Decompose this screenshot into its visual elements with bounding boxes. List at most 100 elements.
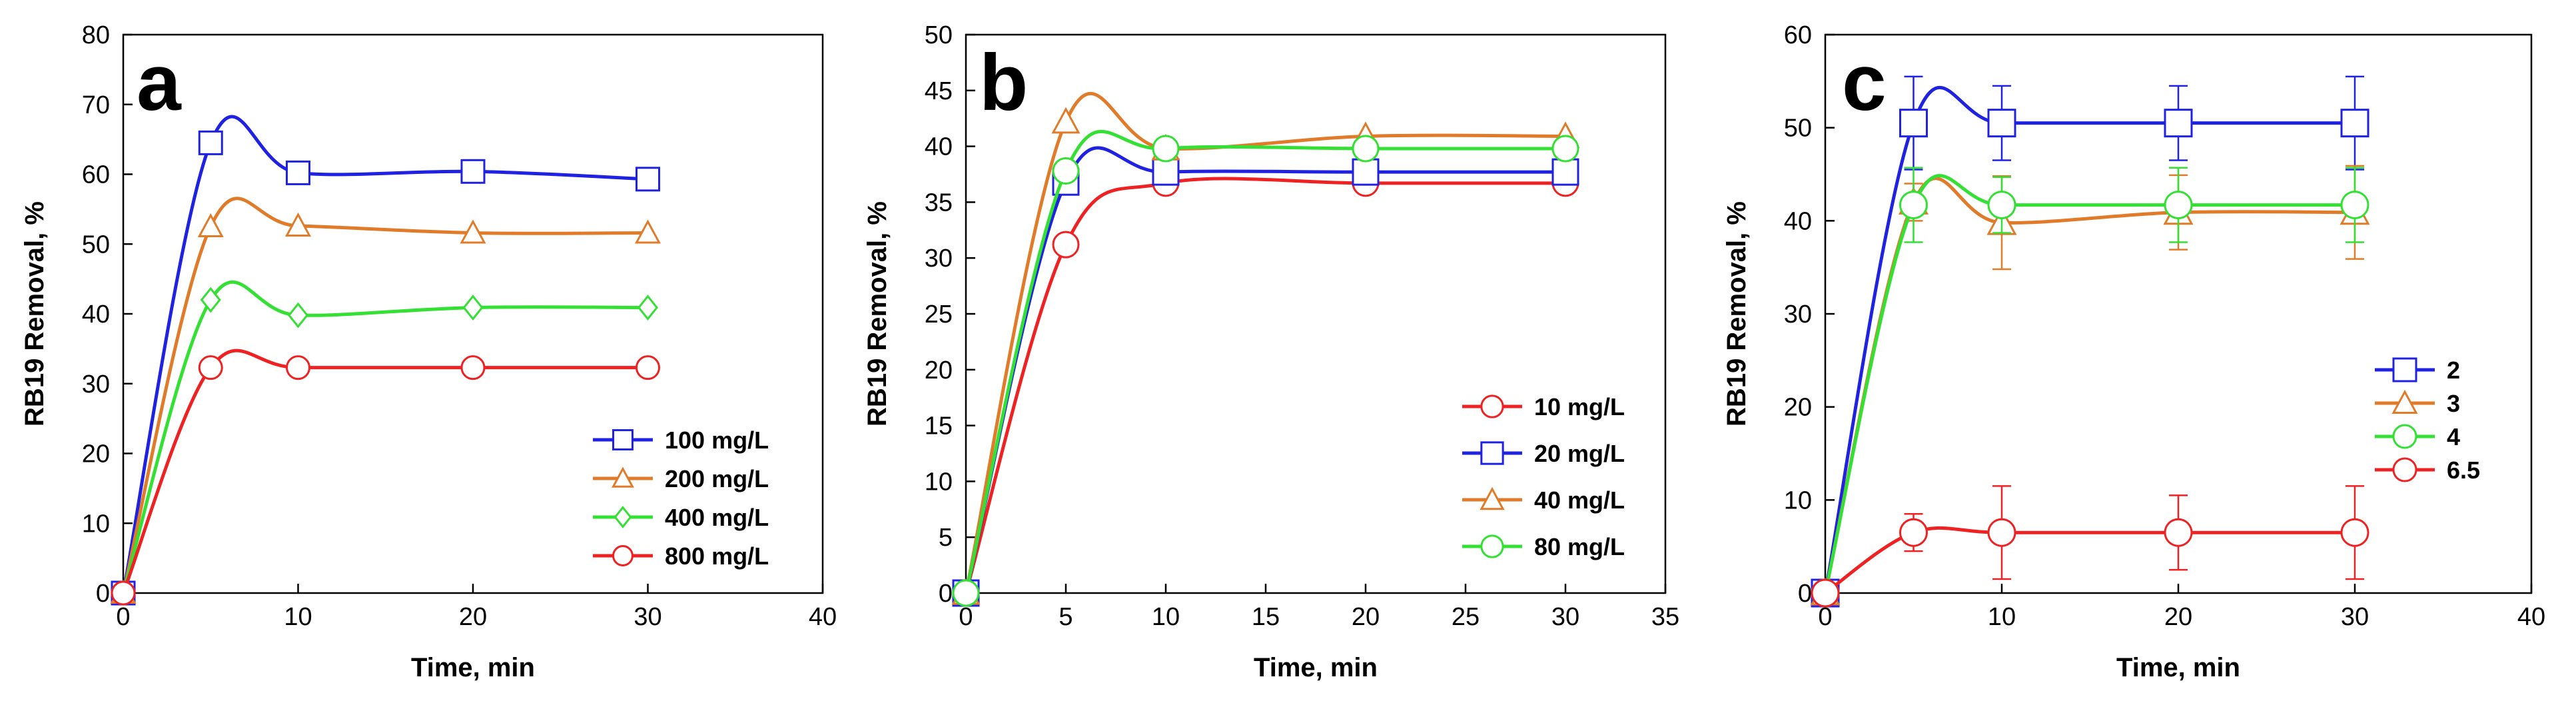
data-point <box>287 302 309 329</box>
data-point <box>1987 518 2016 547</box>
data-point <box>1051 107 1080 134</box>
panel-b: 0 5 10 15 20 25 30 35 40 45 50 0 5 10 15 20 25 30 35 Time, … <box>863 21 1679 682</box>
legend-label: 6.5 <box>2447 456 2480 484</box>
y-tick-label: 0 <box>939 580 953 608</box>
legend-marker <box>2391 389 2418 414</box>
data-point <box>1052 231 1080 259</box>
legend-label: 10 mg/L <box>1534 393 1625 420</box>
y-tick-label: 50 <box>1784 115 1812 143</box>
y-tick-label: 0 <box>1798 580 1812 608</box>
y-tick-label: 40 <box>1784 207 1812 235</box>
legend-marker <box>2392 457 2417 482</box>
y-tick-label: 15 <box>925 412 953 440</box>
legend-marker <box>1480 441 1504 465</box>
data-point <box>1899 518 1928 547</box>
legend-label: 800 mg/L <box>665 542 769 570</box>
series-line <box>121 349 648 594</box>
data-point <box>2340 191 2369 220</box>
y-tick-label: 30 <box>1784 301 1812 329</box>
x-tick-label: 20 <box>2164 603 2192 631</box>
y-tick-label: 30 <box>925 245 953 273</box>
legend-label: 40 mg/L <box>1534 486 1625 514</box>
x-axis-label: Time, min <box>411 653 535 682</box>
x-tick-label: 10 <box>1152 603 1180 631</box>
data-point <box>952 579 980 607</box>
series-line <box>121 280 648 594</box>
x-tick-label: 40 <box>809 603 837 631</box>
data-point <box>1899 191 1928 220</box>
y-tick-label: 35 <box>925 189 953 217</box>
y-axis-label: RB19 Removal, % <box>863 201 892 426</box>
y-tick-label: 5 <box>939 524 953 552</box>
legend-marker <box>2392 357 2417 382</box>
x-tick-label: 30 <box>634 603 661 631</box>
data-point <box>1811 578 1840 608</box>
x-tick-label: 30 <box>1551 603 1579 631</box>
legend-marker <box>1480 394 1504 418</box>
data-point <box>200 287 221 313</box>
legend-marker <box>1480 486 1505 510</box>
data-point <box>2340 518 2369 547</box>
data-point <box>2164 191 2193 220</box>
panel-letter: a <box>137 38 182 127</box>
data-point <box>636 167 660 192</box>
x-tick-label: 0 <box>959 603 973 631</box>
y-tick-label: 60 <box>1784 21 1812 49</box>
data-point <box>636 355 660 380</box>
x-axis-label: Time, min <box>1254 653 1378 682</box>
series-line <box>964 146 1565 594</box>
series-line <box>1823 85 2355 594</box>
series-3 <box>1810 165 2370 606</box>
legend: 100 mg/L 200 mg/L 400 mg/L 800 mg/L <box>593 426 769 570</box>
legend-label: 100 mg/L <box>665 426 769 454</box>
panel-a: 0 10 20 30 40 50 60 70 80 0 10 20 30 40 Time, min RB19 … <box>20 21 837 682</box>
legend-marker <box>612 429 634 450</box>
y-tick-label: 25 <box>925 301 953 329</box>
data-point <box>1052 157 1080 185</box>
data-point <box>1551 158 1579 186</box>
y-tick-label: 50 <box>82 231 110 259</box>
legend-label: 20 mg/L <box>1534 440 1625 467</box>
series-line <box>1823 174 2355 594</box>
data-point <box>1987 109 2016 138</box>
x-tick-label: 5 <box>1059 603 1073 631</box>
x-tick-label: 25 <box>1452 603 1480 631</box>
data-point <box>1899 109 1928 138</box>
legend-marker <box>2392 424 2417 449</box>
legend-marker <box>614 506 632 528</box>
series-2 <box>1811 75 2369 608</box>
series-20 mg/L <box>952 146 1579 607</box>
data-point <box>460 355 486 380</box>
y-tick-label: 0 <box>96 580 110 608</box>
legend-label: 2 <box>2447 356 2460 384</box>
series-6.5 <box>1811 485 2369 608</box>
y-axis-label: RB19 Removal, % <box>1722 201 1751 426</box>
y-tick-label: 40 <box>82 301 110 329</box>
legend: 10 mg/L 20 mg/L 40 mg/L 80 mg/L <box>1462 393 1625 560</box>
x-tick-label: 10 <box>1988 603 2016 631</box>
series-line <box>121 197 648 594</box>
y-tick-label: 10 <box>82 510 110 538</box>
legend: 2 3 4 6.5 <box>2375 356 2480 484</box>
y-tick-label: 20 <box>82 440 110 468</box>
y-tick-label: 50 <box>925 21 953 49</box>
legend-marker <box>612 545 634 566</box>
data-point <box>286 160 310 185</box>
y-tick-label: 10 <box>925 468 953 496</box>
y-tick-label: 30 <box>82 370 110 398</box>
y-tick-label: 40 <box>925 133 953 161</box>
legend-label: 80 mg/L <box>1534 533 1625 560</box>
series-400 mg/L <box>113 280 659 606</box>
data-point <box>2164 518 2193 547</box>
x-tick-label: 15 <box>1252 603 1280 631</box>
x-tick-label: 30 <box>2341 603 2369 631</box>
data-point <box>460 219 486 244</box>
legend-marker <box>1480 534 1504 558</box>
series-80 mg/L <box>952 129 1579 607</box>
legend-label: 400 mg/L <box>665 504 769 531</box>
y-axis-label: RB19 Removal, % <box>20 201 49 426</box>
y-tick-label: 70 <box>82 91 110 119</box>
x-tick-label: 20 <box>459 603 487 631</box>
data-point <box>462 295 484 321</box>
series-100 mg/L <box>111 115 660 606</box>
